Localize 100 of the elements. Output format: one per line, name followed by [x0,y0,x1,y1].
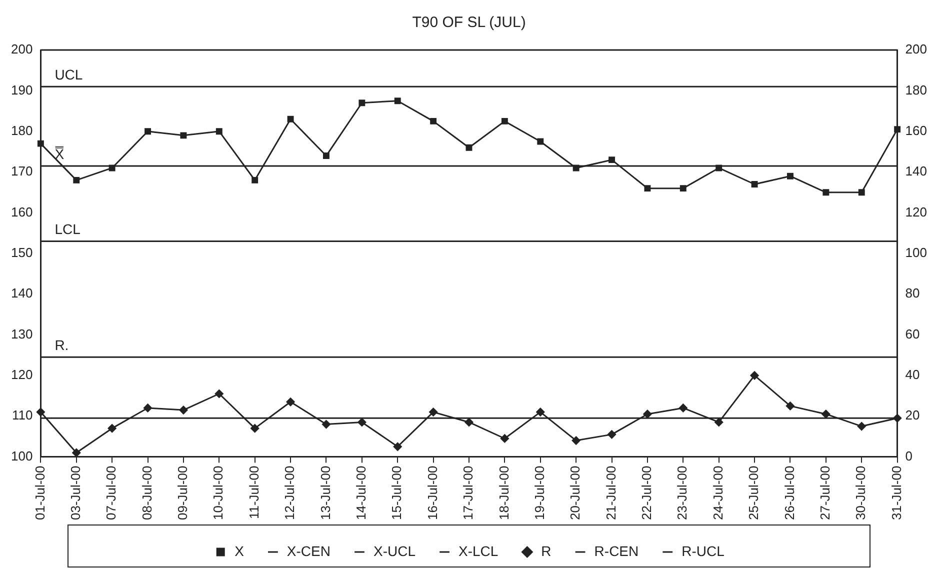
x-tick-label: 09-Jul-00 [175,466,190,520]
point [714,418,724,426]
point [858,189,865,196]
point [716,164,722,172]
x-tick-label: 01-Jul-00 [32,466,48,520]
point [787,172,794,180]
x-tick-label: 07-Jul-00 [104,466,119,520]
y2-tick-label: 60 [905,326,920,342]
y2-tick-label: 180 [905,82,928,98]
x-tick-label: 16-Jul-00 [424,466,440,520]
x-tick-label: 23-Jul-00 [674,466,690,520]
x-tick-label: 21-Jul-00 [603,466,618,520]
y2-tick-label: 80 [905,286,920,301]
y2-tick-label: 0 [905,448,913,464]
point [108,164,116,172]
y2-tick-label: 120 [905,204,928,220]
point [358,100,366,106]
y-tick-label: 120 [10,367,33,382]
annotation: LCL [54,221,81,238]
point [680,185,686,192]
point [108,424,116,433]
y-tick-label: 200 [10,42,33,57]
point [572,436,580,445]
legend-label: R-UCL [682,542,725,559]
legend-label: X-CEN [286,542,330,559]
point [822,410,830,418]
x-tick-label: 10-Jul-00 [210,466,226,520]
x-tick-label: 08-Jul-00 [139,466,154,520]
point [501,118,508,124]
point [214,390,224,398]
point [429,408,438,416]
y-tick-label: 130 [10,326,33,342]
x-tick-label: 03-Jul-00 [68,466,83,520]
x-tick-label: 17-Jul-00 [460,466,476,520]
legend-label: X-UCL [373,542,416,559]
y-tick-label: 150 [10,244,33,260]
point [500,434,509,443]
y-tick-label: 190 [10,82,33,98]
point [608,156,615,164]
legend-label: X-LCL [458,542,498,559]
point [822,189,830,196]
x-tick-label: 30-Jul-00 [853,466,868,520]
x-tick-label: 11-Jul-00 [246,466,262,520]
x-tick-label: 27-Jul-00 [818,466,833,520]
legend-label: X [234,542,245,559]
chart-title: T90 OF SL (JUL) [412,14,526,32]
x-tick-label: 15-Jul-00 [389,466,404,520]
point [643,410,652,418]
point [608,430,616,439]
y2-tick-label: 160 [905,122,928,138]
y2-tick-label: 40 [905,367,920,382]
x-tick-label: 14-Jul-00 [354,466,368,520]
x-tick-label: 12-Jul-00 [282,466,298,520]
point [678,404,688,412]
point [644,185,651,192]
point [250,424,260,433]
y2-tick-label: 200 [905,42,928,57]
point [287,116,294,122]
x-tick-label: 22-Jul-00 [639,466,654,520]
y2-tick-label: 140 [905,164,928,179]
annotation: UCL [54,66,83,82]
point [893,414,902,422]
point [286,398,295,406]
y-tick-label: 100 [10,448,33,464]
x-tick-label: 19-Jul-00 [532,466,547,520]
point [751,181,758,188]
point [786,402,794,410]
x-tick-label: 31-Jul-00 [888,466,904,520]
point [144,404,152,412]
point [464,418,474,426]
y-tick-label: 160 [10,204,33,220]
point [394,98,401,104]
x-tick-label: 25-Jul-00 [746,466,762,520]
point [216,128,222,135]
point [179,406,188,414]
y-tick-label: 140 [10,286,33,301]
annotation: X̿ [54,146,65,162]
x-tick-label: 18-Jul-00 [496,466,512,520]
point [323,152,330,159]
x-tick-label: 26-Jul-00 [782,466,797,520]
x-tick-label: 20-Jul-00 [568,466,583,520]
point [572,164,580,172]
y2-tick-label: 20 [905,408,920,423]
x-tick-label: 13-Jul-00 [318,466,333,520]
point [144,128,151,135]
y2-tick-label: 100 [905,244,928,260]
y-tick-label: 110 [12,408,33,423]
point [73,176,80,184]
point [36,408,45,416]
point [358,418,366,426]
legend-label: R-CEN [594,542,639,559]
point [37,140,44,147]
point [72,448,81,457]
point [466,144,472,151]
point [252,176,258,184]
point [537,138,544,145]
x-tick-label: 24-Jul-00 [710,466,726,520]
point [322,420,330,429]
point [180,132,187,139]
point [750,371,759,380]
